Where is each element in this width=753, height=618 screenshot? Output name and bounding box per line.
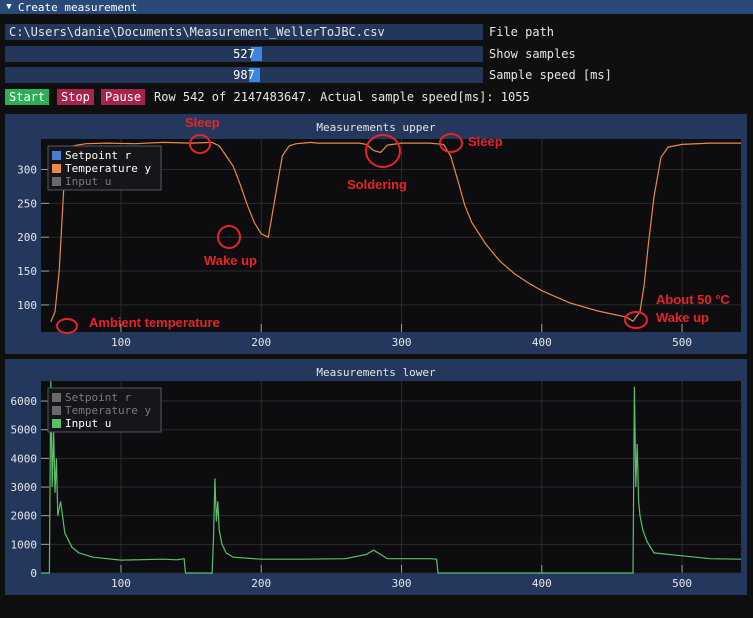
sample-speed-label: Sample speed [ms] <box>489 68 612 82</box>
show-samples-value: 527 <box>233 47 255 61</box>
series-line-input-u <box>41 380 742 574</box>
y-tick-label: 4000 <box>11 452 38 465</box>
sample-speed-slider-grab[interactable] <box>249 68 260 82</box>
stop-button[interactable]: Stop <box>57 89 94 105</box>
measurements-upper-plot[interactable]: Measurements upper 100 200 300 400 500 100 150 2… <box>5 114 747 354</box>
annotation-label: Wake up <box>204 253 257 268</box>
annotation-label: Sleep <box>468 134 503 149</box>
measurements-lower-plot[interactable]: Measurements lower 100 200 300 400 500 0 1000 20… <box>5 359 747 595</box>
annotation-circle <box>217 225 241 249</box>
legend-entry[interactable]: Input u <box>65 175 111 188</box>
y-tick-label: 2000 <box>11 510 38 523</box>
legend-swatch[interactable] <box>52 419 61 428</box>
legend-box <box>47 145 162 191</box>
collapse-triangle-icon[interactable]: ▼ <box>6 2 12 12</box>
legend-entry[interactable]: Temperature y <box>65 162 151 175</box>
annotation-label: Ambient temperature <box>89 315 220 330</box>
start-button[interactable]: Start <box>5 89 50 105</box>
file-path-value: C:\Users\danie\Documents\Measurement_Wel… <box>9 25 385 39</box>
file-path-input[interactable]: C:\Users\danie\Documents\Measurement_Wel… <box>5 24 483 40</box>
y-tick-label: 3000 <box>11 481 38 494</box>
x-tick-label: 500 <box>672 336 692 349</box>
annotation-label: Soldering <box>347 177 407 192</box>
legend-entry[interactable]: Setpoint r <box>65 149 132 162</box>
measurements-upper-chart[interactable]: Measurements upper 100 200 300 400 500 100 150 2… <box>5 114 747 354</box>
x-tick-label: 500 <box>672 577 692 590</box>
annotation-label: About 50 °C <box>656 292 730 307</box>
legend-swatch[interactable] <box>52 151 61 160</box>
y-tick-label: 100 <box>17 299 37 312</box>
legend-entry[interactable]: Setpoint r <box>65 391 132 404</box>
show-samples-slider[interactable]: 527 <box>5 46 483 62</box>
x-tick-label: 200 <box>251 336 271 349</box>
y-tick-label: 1000 <box>11 538 38 551</box>
y-tick-label: 5000 <box>11 424 38 437</box>
sample-speed-slider[interactable]: 987 <box>5 67 483 83</box>
legend-swatch[interactable] <box>52 406 61 415</box>
x-tick-label: 300 <box>392 577 412 590</box>
annotation-label: Sleep <box>185 115 220 130</box>
y-tick-label: 0 <box>30 567 37 580</box>
legend-swatch[interactable] <box>52 393 61 402</box>
plot-title: Measurements upper <box>316 121 436 134</box>
show-samples-slider-grab[interactable] <box>251 47 262 61</box>
legend-swatch[interactable] <box>52 164 61 173</box>
x-tick-label: 400 <box>532 577 552 590</box>
sample-speed-value: 987 <box>233 68 255 82</box>
legend-entry[interactable]: Input u <box>65 417 111 430</box>
pause-button[interactable]: Pause <box>101 89 146 105</box>
x-tick-label: 100 <box>111 577 131 590</box>
annotation-label: Wake up <box>656 310 709 325</box>
file-path-label: File path <box>489 25 555 39</box>
y-tick-label: 150 <box>17 265 37 278</box>
window-title: Create measurement <box>18 0 138 14</box>
legend-entry[interactable]: Temperature y <box>65 404 151 417</box>
x-tick-label: 200 <box>251 577 271 590</box>
show-samples-label: Show samples <box>489 47 576 61</box>
annotation-circle <box>365 134 401 168</box>
annotation-circle <box>624 311 648 329</box>
y-tick-label: 6000 <box>11 395 38 408</box>
annotation-circle <box>189 134 211 154</box>
status-text: Row 542 of 2147483647. Actual sample spe… <box>154 90 530 104</box>
annotation-circle <box>56 318 78 334</box>
x-tick-label: 100 <box>111 336 131 349</box>
y-tick-label: 200 <box>17 231 37 244</box>
x-tick-label: 400 <box>532 336 552 349</box>
annotation-circle <box>439 133 463 153</box>
legend-swatch[interactable] <box>52 177 61 186</box>
window-titlebar[interactable]: ▼ Create measurement <box>0 0 753 14</box>
x-tick-label: 300 <box>392 336 412 349</box>
plot-title: Measurements lower <box>316 366 436 379</box>
y-tick-label: 300 <box>17 163 37 176</box>
y-tick-label: 250 <box>17 197 37 210</box>
legend-box <box>47 387 162 433</box>
